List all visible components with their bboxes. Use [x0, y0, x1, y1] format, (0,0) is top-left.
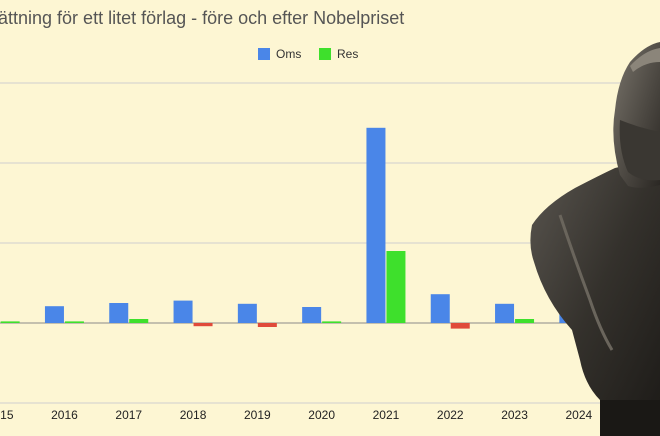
chart-title: ättning för ett litet förlag - före och …: [0, 8, 404, 28]
x-tick-2024: 2024: [565, 408, 592, 422]
x-tick-2020: 2020: [308, 408, 335, 422]
bar-res-2022: [450, 323, 470, 329]
bar-oms-2018: [173, 300, 193, 323]
x-tick-2023: 2023: [501, 408, 528, 422]
x-tick-2021: 2021: [373, 408, 400, 422]
bar-res-2015: [0, 321, 20, 323]
bust-image: [530, 42, 660, 436]
legend-swatch-res: [319, 48, 331, 60]
x-tick-2018: 2018: [180, 408, 207, 422]
x-tick-2016: 2016: [51, 408, 78, 422]
legend-label-oms: Oms: [276, 47, 301, 61]
bar-oms-2023: [495, 303, 515, 323]
legend: Oms Res: [258, 47, 358, 61]
bar-oms-2017: [109, 303, 129, 323]
bar-res-2018: [193, 323, 213, 327]
bar-res-2021: [386, 251, 406, 323]
bar-res-2017: [129, 319, 149, 323]
x-tick-2015: 2015: [0, 408, 14, 422]
x-tick-2019: 2019: [244, 408, 271, 422]
bar-res-2023: [515, 319, 535, 323]
bar-oms-2020: [302, 307, 322, 323]
bar-oms-2021: [366, 127, 386, 323]
x-tick-2017: 2017: [115, 408, 142, 422]
legend-label-res: Res: [337, 47, 358, 61]
legend-swatch-oms: [258, 48, 270, 60]
x-axis-ticks: 2015 2016 2017 2018 2019 2020 2021 2022 2023 2024: [0, 408, 593, 422]
bar-res-2016: [64, 321, 84, 323]
bar-res-2019: [257, 323, 277, 327]
x-tick-2022: 2022: [437, 408, 464, 422]
bar-res-2020: [322, 321, 342, 323]
bar-oms-2022: [430, 294, 450, 323]
bars: [0, 127, 599, 329]
bar-oms-2019: [237, 303, 257, 323]
bar-oms-2016: [44, 306, 64, 323]
